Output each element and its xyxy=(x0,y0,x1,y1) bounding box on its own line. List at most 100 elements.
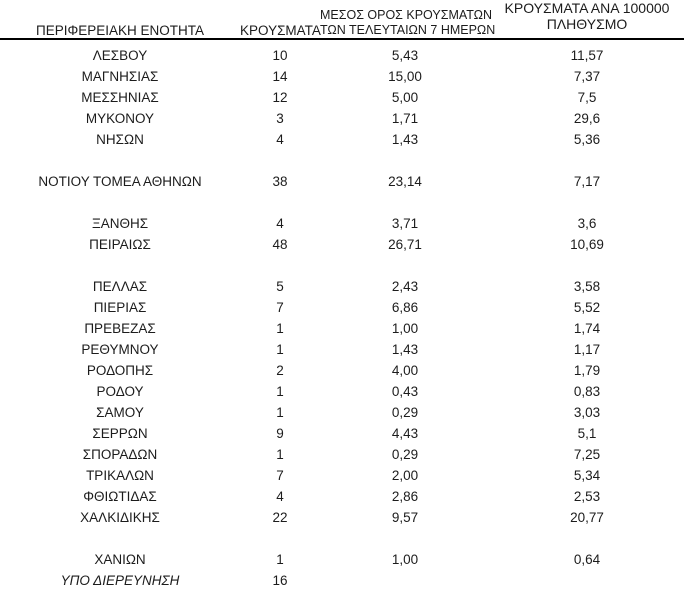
cases-cell: 14 xyxy=(272,69,288,84)
avg-7day-cell xyxy=(320,255,490,276)
avg-7day-cell: 26,71 xyxy=(388,237,422,252)
column-header-avg-7day: ΜΕΣΟΣ ΟΡΟΣ ΚΡΟΥΣΜΑΤΩΝ ΤΩΝ ΤΕΛΕΥΤΑΙΩΝ 7 Η… xyxy=(320,0,496,40)
region-cell: ΝΗΣΩΝ xyxy=(96,132,144,147)
cases-cell: 7 xyxy=(276,300,284,315)
per-100k-cell: 7,5 xyxy=(577,90,597,105)
per-100k-cell: 29,6 xyxy=(573,111,601,126)
avg-7day-cell: 1,71 xyxy=(391,111,419,126)
avg-7day-cell: 6,86 xyxy=(391,300,419,315)
table-header: ΠΕΡΙΦΕΡΕΙΑΚΗ ΕΝΟΤΗΤΑ ΚΡΟΥΣΜΑΤΑ ΜΕΣΟΣ ΟΡΟ… xyxy=(0,0,684,40)
cases-cell: 2 xyxy=(276,363,284,378)
table-row: ΠΙΕΡΙΑΣ 7 6,86 5,52 xyxy=(0,297,684,318)
cases-cell: 16 xyxy=(272,573,288,588)
column-header-avg-7day-line1: ΜΕΣΟΣ ΟΡΟΣ ΚΡΟΥΣΜΑΤΩΝ xyxy=(320,8,493,22)
region-cell: ΜΕΣΣΗΝΙΑΣ xyxy=(81,90,159,105)
region-cell: ΝΟΤΙΟΥ ΤΟΜΕΑ ΑΘΗΝΩΝ xyxy=(38,174,202,189)
region-cell: ΠΕΛΛΑΣ xyxy=(92,279,148,294)
table-row: ΥΠΟ ΔΙΕΡΕΥΝΗΣΗ 16 xyxy=(0,570,684,591)
per-100k-cell xyxy=(490,150,684,171)
region-cell: ΧΑΛΚΙΔΙΚΗΣ xyxy=(80,510,160,525)
column-header-region: ΠΕΡΙΦΕΡΕΙΑΚΗ ΕΝΟΤΗΤΑ xyxy=(0,0,240,40)
table-row: ΡΟΔΟΥ 1 0,43 0,83 xyxy=(0,381,684,402)
region-cell: ΡΟΔΟΠΗΣ xyxy=(86,363,154,378)
avg-7day-cell xyxy=(320,570,490,591)
region-cell: ΜΥΚΟΝΟΥ xyxy=(85,111,155,126)
table-row: ΜΕΣΣΗΝΙΑΣ 12 5,00 7,5 xyxy=(0,87,684,108)
column-header-per-100k: ΚΡΟΥΣΜΑΤΑ ΑΝΑ 100000 ΠΛΗΘΥΣΜΟ xyxy=(490,0,684,40)
avg-7day-cell: 1,43 xyxy=(391,132,419,147)
avg-7day-cell: 1,00 xyxy=(391,321,419,336)
cases-cell: 1 xyxy=(276,552,284,567)
per-100k-cell: 7,17 xyxy=(573,174,601,189)
table-row: ΜΥΚΟΝΟΥ 3 1,71 29,6 xyxy=(0,108,684,129)
table-row: ΠΕΙΡΑΙΩΣ 48 26,71 10,69 xyxy=(0,234,684,255)
region-cell xyxy=(0,192,240,213)
table-row: ΝΟΤΙΟΥ ΤΟΜΕΑ ΑΘΗΝΩΝ 38 23,14 7,17 xyxy=(0,171,684,192)
avg-7day-cell: 5,43 xyxy=(391,48,419,63)
table-row: ΜΑΓΝΗΣΙΑΣ 14 15,00 7,37 xyxy=(0,66,684,87)
table-row: ΦΘΙΩΤΙΔΑΣ 4 2,86 2,53 xyxy=(0,486,684,507)
per-100k-cell: 0,64 xyxy=(573,552,601,567)
per-100k-cell: 0,83 xyxy=(573,384,601,399)
region-cell: ΠΕΙΡΑΙΩΣ xyxy=(89,237,151,252)
region-cell: ΛΕΣΒΟΥ xyxy=(92,48,148,63)
per-100k-cell: 7,37 xyxy=(573,69,601,84)
avg-7day-cell: 2,43 xyxy=(391,279,419,294)
region-cell: ΠΙΕΡΙΑΣ xyxy=(93,300,147,315)
cases-cell: 1 xyxy=(276,342,284,357)
avg-7day-cell xyxy=(320,150,490,171)
table-row: ΧΑΝΙΩΝ 1 1,00 0,64 xyxy=(0,549,684,570)
avg-7day-cell: 0,29 xyxy=(391,447,419,462)
header-row: ΠΕΡΙΦΕΡΕΙΑΚΗ ΕΝΟΤΗΤΑ ΚΡΟΥΣΜΑΤΑ ΜΕΣΟΣ ΟΡΟ… xyxy=(0,0,684,40)
cases-cell: 38 xyxy=(272,174,288,189)
per-100k-cell: 2,53 xyxy=(573,489,601,504)
avg-7day-cell: 1,43 xyxy=(391,342,419,357)
avg-7day-cell: 4,00 xyxy=(391,363,419,378)
region-cell: ΜΑΓΝΗΣΙΑΣ xyxy=(81,69,159,84)
per-100k-cell: 1,79 xyxy=(573,363,601,378)
per-100k-cell: 3,58 xyxy=(573,279,601,294)
cases-cell: 7 xyxy=(276,468,284,483)
table-row: ΣΠΟΡΑΔΩΝ 1 0,29 7,25 xyxy=(0,444,684,465)
cases-cell: 5 xyxy=(276,279,284,294)
spacer-row xyxy=(0,192,684,213)
cases-cell: 4 xyxy=(276,216,284,231)
per-100k-cell: 5,52 xyxy=(573,300,601,315)
column-header-cases: ΚΡΟΥΣΜΑΤΑ xyxy=(240,0,321,40)
region-cell: ΞΑΝΘΗΣ xyxy=(91,216,149,231)
cases-cell: 4 xyxy=(276,132,284,147)
cases-cell: 48 xyxy=(272,237,288,252)
per-100k-cell: 3,03 xyxy=(573,405,601,420)
table-row: ΝΗΣΩΝ 4 1,43 5,36 xyxy=(0,129,684,150)
column-header-avg-7day-line2: ΤΩΝ ΤΕΛΕΥΤΑΙΩΝ 7 ΗΜΕΡΩΝ xyxy=(320,23,496,37)
cases-cell: 10 xyxy=(272,48,288,63)
cases-cell: 12 xyxy=(272,90,288,105)
per-100k-cell: 1,17 xyxy=(573,342,601,357)
avg-7day-cell: 15,00 xyxy=(388,69,422,84)
per-100k-cell: 11,57 xyxy=(570,48,604,63)
table-row: ΣΑΜΟΥ 1 0,29 3,03 xyxy=(0,402,684,423)
table-body: ΛΕΣΒΟΥ 10 5,43 11,57 ΜΑΓΝΗΣΙΑΣ 14 15,00 7,37 ΜΕΣ… xyxy=(0,39,684,591)
table-row: ΞΑΝΘΗΣ 4 3,71 3,6 xyxy=(0,213,684,234)
region-cell xyxy=(0,150,240,171)
spacer-row xyxy=(0,255,684,276)
per-100k-cell: 1,74 xyxy=(573,321,601,336)
cases-cell: 1 xyxy=(276,405,284,420)
table-row: ΧΑΛΚΙΔΙΚΗΣ 22 9,57 20,77 xyxy=(0,507,684,528)
spacer-row xyxy=(0,528,684,549)
cases-cell: 1 xyxy=(276,447,284,462)
region-cell: ΣΑΜΟΥ xyxy=(96,405,144,420)
region-cell: ΠΡΕΒΕΖΑΣ xyxy=(84,321,156,336)
avg-7day-cell: 4,43 xyxy=(391,426,419,441)
region-cell: ΥΠΟ ΔΙΕΡΕΥΝΗΣΗ xyxy=(60,573,180,588)
table-row: ΠΕΛΛΑΣ 5 2,43 3,58 xyxy=(0,276,684,297)
cases-cell: 3 xyxy=(276,111,284,126)
per-100k-cell: 5,34 xyxy=(573,468,601,483)
table-row: ΠΡΕΒΕΖΑΣ 1 1,00 1,74 xyxy=(0,318,684,339)
per-100k-cell xyxy=(490,528,684,549)
cases-cell xyxy=(240,255,320,276)
avg-7day-cell: 0,43 xyxy=(391,384,419,399)
avg-7day-cell: 1,00 xyxy=(391,552,419,567)
